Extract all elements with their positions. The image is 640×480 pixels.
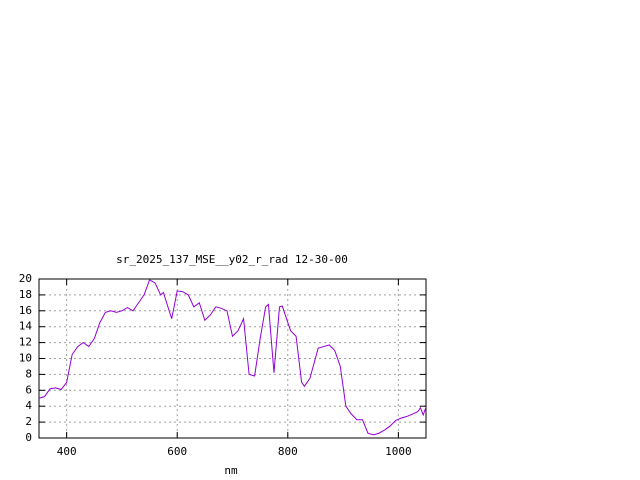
- y-tick-label: 12: [19, 336, 32, 349]
- y-tick-label: 6: [25, 383, 32, 396]
- y-tick-label: 16: [19, 304, 32, 317]
- y-tick-label: 0: [25, 431, 32, 444]
- y-tick-label: 8: [25, 367, 32, 380]
- y-tick-label: 14: [19, 320, 33, 333]
- chart-title: sr_2025_137_MSE__y02_r_rad 12-30-00: [116, 253, 348, 266]
- x-tick-label: 800: [278, 445, 298, 458]
- plot-border: [38, 278, 427, 439]
- x-tick-label: 400: [57, 445, 77, 458]
- x-tick-label: 600: [167, 445, 187, 458]
- x-axis-label: nm: [224, 464, 238, 477]
- y-tick-label: 18: [19, 288, 32, 301]
- y-tick-label: 4: [25, 399, 32, 412]
- y-tick-label: 20: [19, 272, 32, 285]
- x-tick-label: 1000: [385, 445, 412, 458]
- data-line: [38, 279, 427, 436]
- y-tick-label: 10: [19, 352, 32, 365]
- y-tick-label: 2: [25, 415, 32, 428]
